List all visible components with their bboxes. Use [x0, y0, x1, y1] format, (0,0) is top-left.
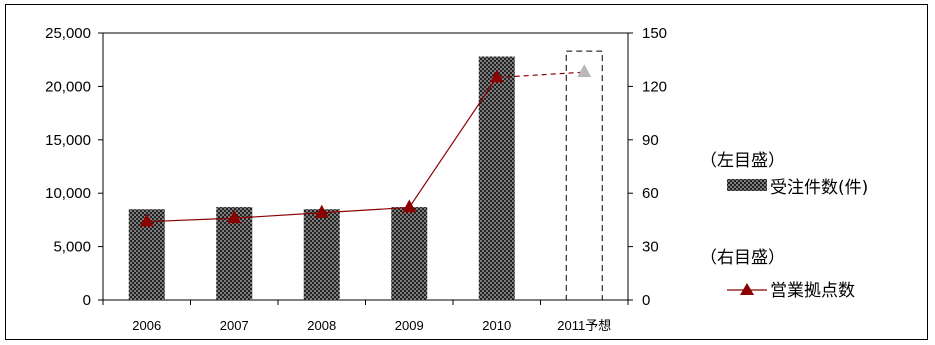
line-path — [146, 77, 498, 223]
bar — [391, 207, 428, 300]
x-tick-label: 2011予想 — [557, 318, 611, 333]
left-tick-label: 20,000 — [45, 78, 91, 95]
left-tick-label: 15,000 — [45, 132, 91, 149]
line-point-marker — [314, 204, 329, 218]
bar — [303, 209, 340, 300]
forecast-bar-outline — [565, 50, 603, 301]
line-point-marker — [227, 210, 242, 224]
line-series — [139, 64, 592, 227]
legend-right-header: （右目盛） — [700, 248, 785, 268]
right-tick-label: 60 — [642, 185, 659, 202]
left-tick-label: 5,000 — [53, 239, 91, 256]
left-tick-label: 0 — [83, 292, 91, 309]
forecast-point-marker — [577, 64, 592, 78]
x-tick-label: 2009 — [395, 318, 424, 333]
line-point-marker — [489, 69, 504, 83]
x-axis: 2006 2007 2008 2009 2010 2011予想 — [102, 300, 629, 333]
bar-series — [128, 50, 603, 301]
right-tick-label: 90 — [642, 132, 659, 149]
plot-area — [102, 32, 629, 301]
line-point-marker — [139, 213, 154, 227]
x-tick-label: 2006 — [132, 318, 161, 333]
right-tick-label: 30 — [642, 239, 659, 256]
legend-line-label: 営業拠点数 — [770, 281, 855, 301]
legend-left-header: （左目盛） — [700, 151, 785, 171]
forecast-line-path — [496, 71, 585, 79]
bar — [478, 56, 515, 300]
right-tick-label: 0 — [642, 292, 650, 309]
x-tick-label: 2007 — [220, 318, 249, 333]
right-axis: 0 30 60 90 120 150 — [628, 25, 667, 309]
legend-bar-label: 受注件数(件) — [770, 178, 868, 198]
right-tick-label: 150 — [642, 25, 667, 42]
legend: （左目盛） 受注件数(件) （右目盛） 営業拠点数 — [700, 151, 868, 301]
x-tick-label: 2010 — [482, 318, 511, 333]
x-tick-label: 2008 — [307, 318, 336, 333]
legend-bar-swatch — [727, 179, 767, 191]
left-tick-label: 10,000 — [45, 185, 91, 202]
line-point-marker — [402, 199, 417, 213]
right-tick-label: 120 — [642, 78, 667, 95]
left-tick-label: 25,000 — [45, 25, 91, 42]
left-axis: 0 5,000 10,000 15,000 20,000 25,000 — [45, 25, 103, 309]
legend-marker-icon — [740, 283, 754, 295]
